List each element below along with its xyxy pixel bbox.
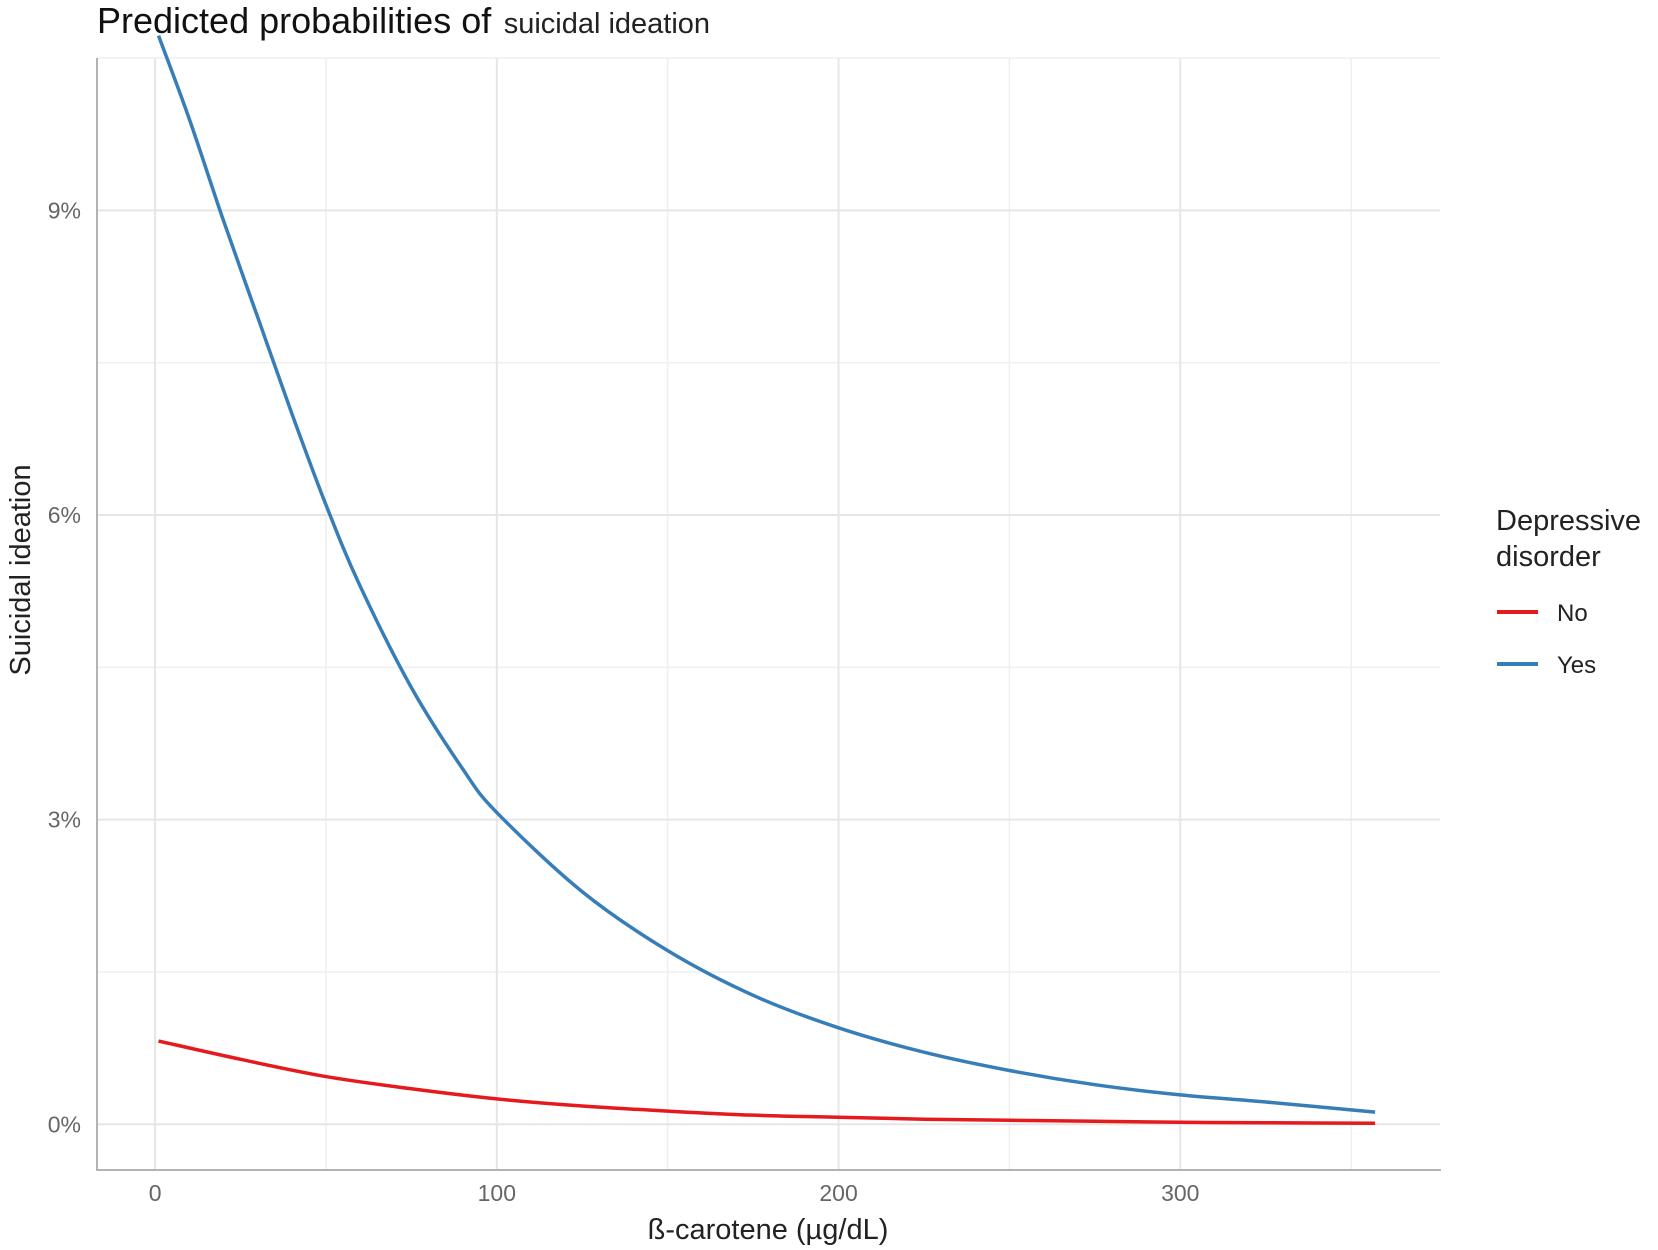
x-tick-label: 100 (478, 1180, 516, 1206)
legend-item-yes: Yes (1497, 652, 1596, 679)
legend-title-line-2: disorder (1496, 541, 1601, 573)
legend-label-no: No (1557, 600, 1588, 627)
y-tick-label: 0% (48, 1111, 81, 1137)
legend-item-no: No (1497, 600, 1588, 627)
x-axis-title: ß-carotene (µg/dL) (648, 1214, 889, 1246)
legend-title-line-1: Depressive (1496, 505, 1641, 537)
x-tick-label: 0 (149, 1180, 162, 1206)
y-tick-label: 9% (48, 197, 81, 223)
chart-title: Predicted probabilities of suicidal idea… (97, 0, 710, 41)
series-line-yes (156, 35, 1376, 1114)
y-tick-label: 3% (48, 807, 81, 833)
chart-title-suffix: suicidal ideation (504, 8, 710, 40)
y-tick-labels: 0% 3% 6% 9% (48, 197, 81, 1137)
chart-title-main: Predicted probabilities of (97, 0, 492, 41)
series-line-no (158, 1039, 1376, 1126)
x-tick-labels: 0 100 200 300 (149, 1180, 1200, 1206)
legend: Depressive disorder No Yes (1496, 505, 1641, 679)
legend-label-yes: Yes (1557, 652, 1596, 679)
grid-minor (97, 57, 1440, 1170)
x-tick-label: 300 (1161, 1180, 1199, 1206)
series-lines (156, 35, 1376, 1126)
grid-major (97, 58, 1440, 1170)
x-tick-label: 200 (819, 1180, 857, 1206)
y-tick-label: 6% (48, 502, 81, 528)
y-axis-title: Suicidal ideation (5, 464, 37, 675)
